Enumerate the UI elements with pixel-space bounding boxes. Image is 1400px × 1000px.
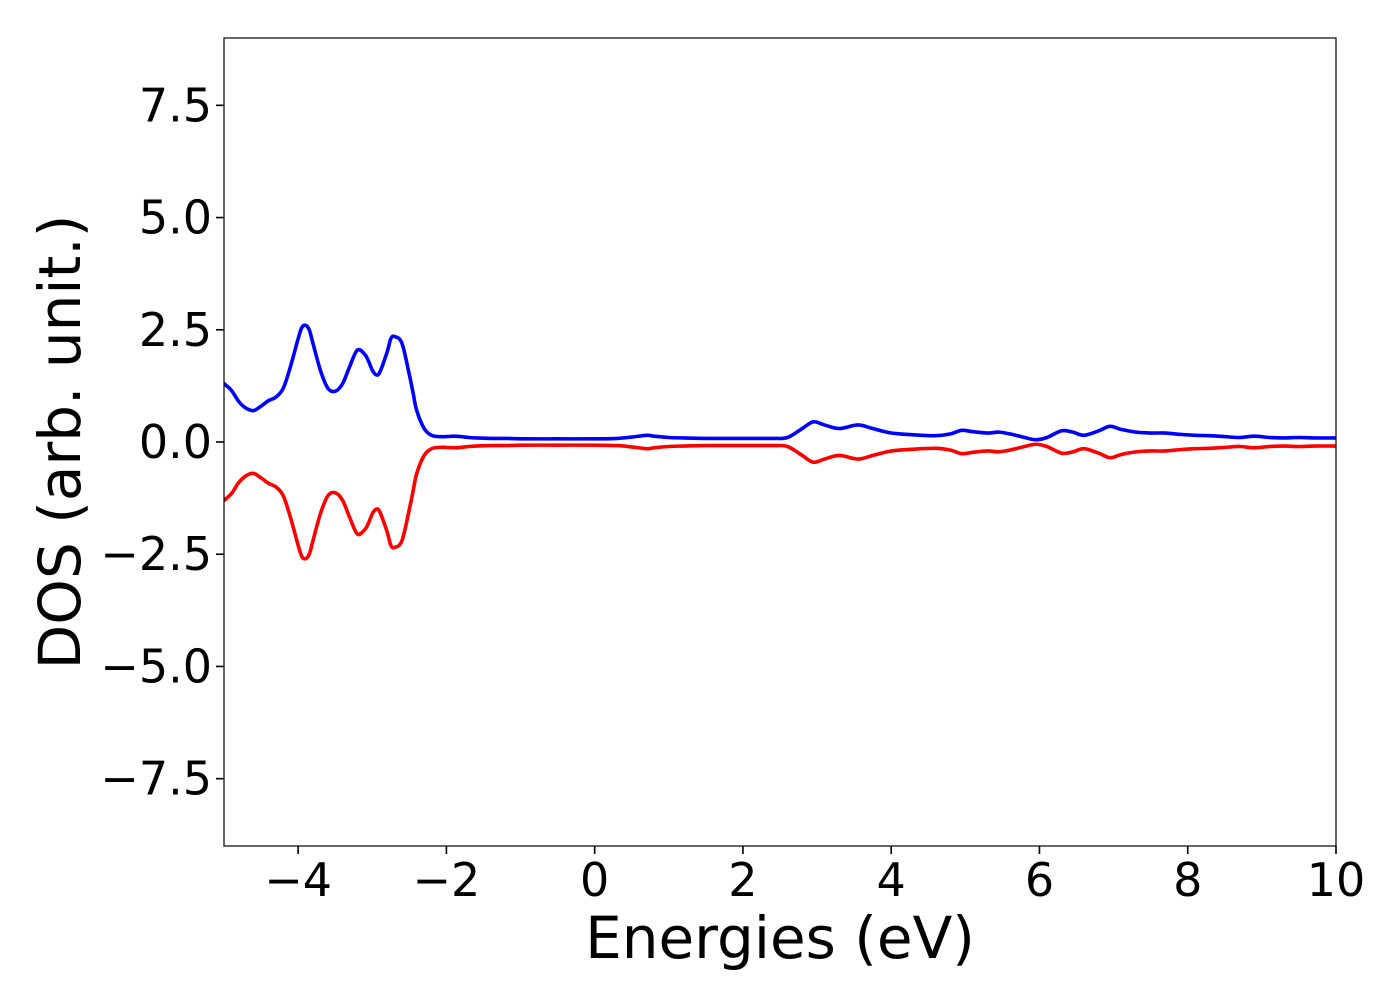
y-tick-label: −7.5 bbox=[100, 752, 212, 806]
series-layer bbox=[224, 323, 1336, 561]
y-axis: −7.5 −5.0 −2.5 0.0 2.5 5.0 7.5 bbox=[100, 78, 224, 806]
x-tick-label: 6 bbox=[1025, 853, 1054, 907]
y-tick-label: 0.0 bbox=[139, 415, 212, 469]
y-tick-label: 5.0 bbox=[139, 191, 212, 245]
x-tick-label: 8 bbox=[1173, 853, 1202, 907]
y-axis-label: DOS (arb. unit.) bbox=[26, 215, 94, 670]
y-tick-label: −2.5 bbox=[100, 527, 212, 581]
x-axis: −4 −2 0 2 4 6 8 10 bbox=[264, 846, 1365, 907]
series-line-2 bbox=[224, 442, 1336, 561]
x-tick-label: −2 bbox=[412, 853, 480, 907]
y-tick-label: 7.5 bbox=[139, 78, 212, 132]
y-tick-label: 2.5 bbox=[139, 303, 212, 357]
plot-frame bbox=[223, 37, 1337, 847]
x-tick-label: 10 bbox=[1307, 853, 1366, 907]
series-line-1 bbox=[224, 323, 1336, 442]
x-tick-label: 2 bbox=[728, 853, 757, 907]
x-axis-label: Energies (eV) bbox=[585, 904, 975, 972]
y-tick-label: −5.0 bbox=[100, 639, 212, 693]
x-tick-label: 0 bbox=[580, 853, 609, 907]
x-tick-label: −4 bbox=[264, 853, 332, 907]
x-tick-label: 4 bbox=[877, 853, 906, 907]
